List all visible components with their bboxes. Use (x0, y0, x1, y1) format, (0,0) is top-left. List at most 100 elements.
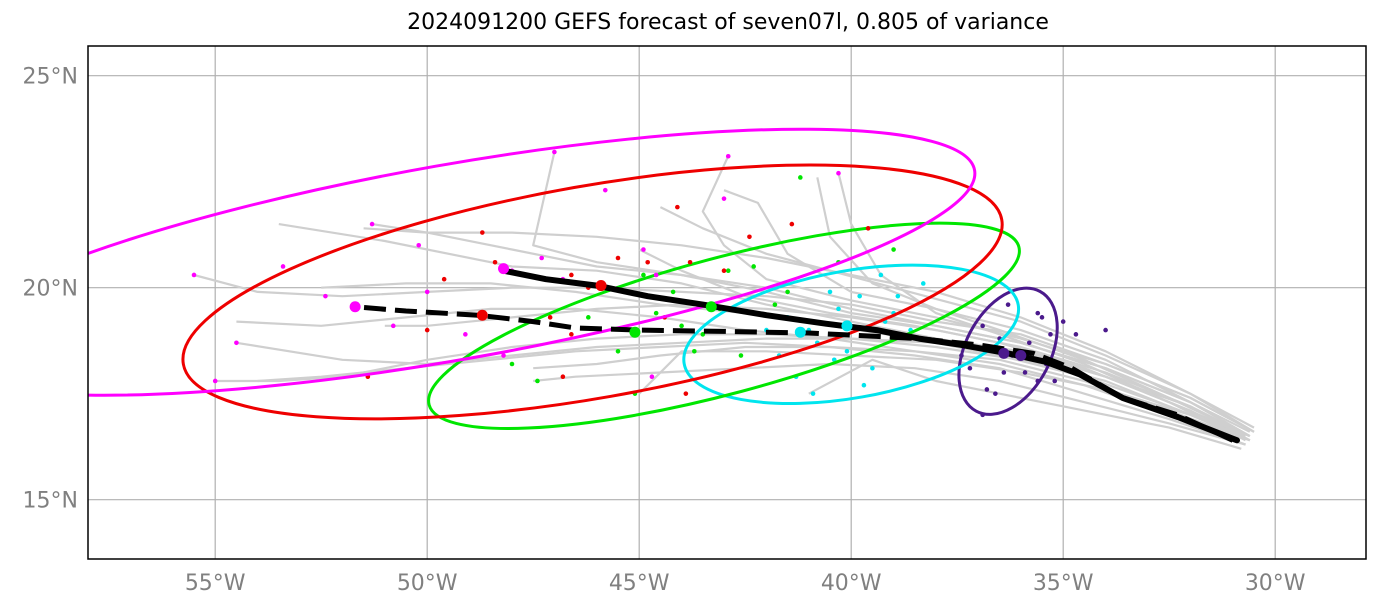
cluster-member-point (785, 289, 790, 295)
cluster-member-point (653, 310, 659, 316)
cluster-member-point (1048, 332, 1053, 337)
cluster-member-point (480, 230, 485, 235)
cluster-member-point (751, 264, 756, 269)
cluster-member-point (539, 255, 544, 261)
ensemble-track-line (701, 155, 1255, 433)
cluster-member-point (1026, 340, 1032, 346)
cluster-member-point (959, 353, 964, 358)
cluster-member-point (1103, 327, 1108, 333)
ensemble-track-line (808, 358, 1242, 450)
cluster-member-point (772, 302, 778, 307)
cluster-member-point (1073, 332, 1079, 337)
lon-tick-label: 55°W (185, 571, 246, 596)
cluster-member-point (492, 259, 498, 265)
cluster-member-point (602, 187, 608, 193)
cluster-member-point (747, 234, 752, 240)
cluster-member-point (721, 268, 727, 274)
cluster-member-point (789, 221, 795, 227)
lat-tick-label: 20°N (23, 277, 78, 302)
cluster-member-point (1039, 315, 1045, 320)
cluster-member-point (547, 315, 553, 320)
cluster-center-marker (498, 263, 510, 275)
cluster-ellipse (682, 263, 1021, 406)
mean-track-layer (349, 263, 1240, 444)
cluster-member-point (980, 412, 985, 418)
cluster-member-point (645, 259, 650, 265)
consensus-track-dashed-line (354, 304, 1234, 443)
cluster-center-marker (841, 320, 853, 332)
cluster-member-point (191, 272, 197, 278)
cluster-member-point (878, 272, 884, 278)
cluster-member-point (615, 348, 621, 354)
cluster-center-marker (629, 326, 641, 338)
cluster-member-point (721, 196, 727, 201)
cluster-member-point (1022, 370, 1028, 375)
cluster-member-point (509, 361, 515, 367)
cluster-member-point (234, 340, 239, 346)
cluster-member-point (641, 247, 646, 252)
cluster-member-point (827, 289, 833, 295)
cluster-member-point (586, 315, 591, 320)
cluster-member-point (870, 365, 875, 371)
cluster-member-point (831, 357, 837, 363)
cluster-member-point (687, 259, 693, 265)
lon-tick-label: 45°W (609, 571, 670, 596)
cluster-member-point (725, 153, 731, 159)
cluster-member-point (798, 175, 803, 180)
cluster-center-marker (349, 301, 361, 313)
cluster-member-point (836, 170, 841, 176)
cluster-ellipse (88, 127, 977, 397)
cluster-layer (88, 127, 1108, 430)
ensemble-track-line (532, 151, 1251, 438)
cluster-member-point (692, 348, 697, 354)
cluster-member-point (441, 276, 447, 282)
cluster-member-point (390, 323, 396, 329)
cluster-member-point (836, 306, 841, 312)
cluster-member-point (683, 391, 689, 396)
cluster-member-point (725, 268, 731, 274)
cluster-member-point (649, 374, 655, 380)
cluster-member-point (1035, 378, 1041, 384)
lon-tick-label: 50°W (397, 571, 458, 596)
cluster-member-point (984, 387, 990, 392)
lat-tick-label: 15°N (23, 489, 78, 514)
axis-tick-labels: 55°W 50°W 45°W 40°W 35°W 30°W 25°N 20°N 15°N (23, 65, 1306, 596)
cluster-member-point (569, 332, 574, 337)
cluster-member-point (865, 226, 871, 231)
cluster-ellipse (957, 286, 1059, 416)
cluster-member-point (1001, 370, 1007, 375)
ensemble-track-line (723, 189, 1251, 438)
cluster-member-point (212, 378, 218, 384)
cluster-member-point (615, 255, 621, 261)
cluster-member-point (560, 374, 566, 380)
cluster-member-point (424, 289, 430, 295)
lat-tick-label: 25°N (23, 65, 78, 90)
cluster-member-point (967, 365, 973, 371)
cluster-member-point (535, 378, 540, 384)
cluster-member-point (993, 391, 998, 396)
cluster-member-point (891, 247, 896, 252)
cluster-member-point (323, 293, 328, 299)
chart-title: 2024091200 GEFS forecast of seven07l, 0.… (407, 10, 1049, 35)
cluster-center-marker (476, 309, 488, 321)
cluster-member-point (501, 353, 506, 358)
cluster-member-point (416, 242, 422, 248)
cluster-center-marker (794, 326, 806, 338)
cluster-center-marker (998, 347, 1010, 359)
cluster-member-point (641, 272, 646, 278)
cluster-member-point (810, 391, 816, 396)
cluster-member-point (1005, 302, 1011, 307)
cluster-member-point (369, 221, 375, 227)
lon-tick-label: 40°W (821, 571, 882, 596)
cluster-member-point (675, 204, 680, 210)
cluster-member-point (670, 289, 676, 295)
cluster-member-point (861, 382, 867, 388)
cluster-center-marker (595, 280, 607, 292)
cluster-member-point (844, 348, 850, 354)
ensemble-track-line (257, 341, 1246, 446)
cluster-member-point (552, 149, 557, 155)
cluster-member-point (463, 332, 468, 337)
cluster-member-point (653, 272, 659, 278)
cluster-center-marker (1015, 350, 1027, 362)
